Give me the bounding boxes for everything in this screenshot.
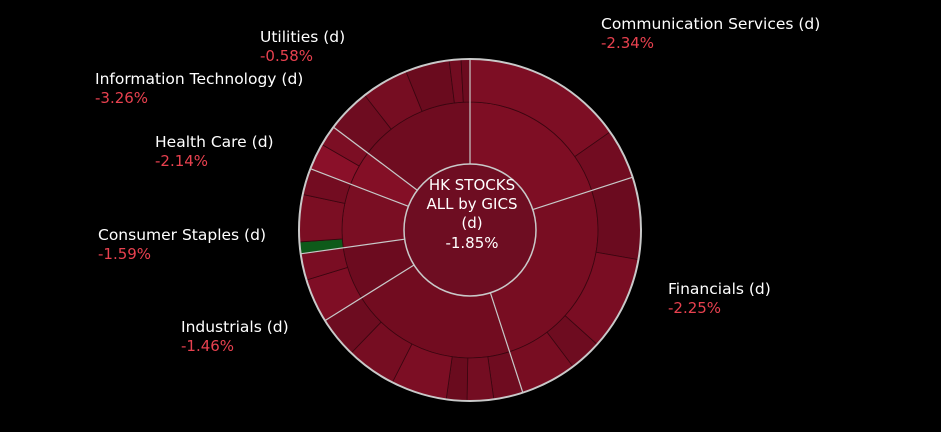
- divider-financials: [532, 176, 633, 211]
- sector-label-utilities: Utilities (d) -0.58%: [260, 28, 345, 66]
- sector-label-health-care: Health Care (d) -2.14%: [155, 133, 274, 171]
- sector-change: -1.46%: [181, 337, 235, 355]
- sector-change: -2.25%: [668, 299, 722, 317]
- sector-change: -1.59%: [98, 245, 152, 263]
- sector-change: -3.26%: [95, 89, 149, 107]
- sector-label-information-technology: Information Technology (d) -3.26%: [95, 70, 303, 108]
- sector-change: -2.34%: [601, 34, 655, 52]
- sector-change: -0.58%: [260, 47, 314, 65]
- center-title-line1: HK STOCKS: [429, 176, 515, 194]
- sector-change: -2.14%: [155, 152, 209, 170]
- divider-health-care: [300, 238, 405, 255]
- divider-utilities: [333, 126, 418, 191]
- center-value: -1.85%: [445, 234, 498, 252]
- center-title-line2: ALL by GICS: [427, 195, 518, 213]
- sector-name: Information Technology (d): [95, 70, 304, 88]
- sector-name: Utilities (d): [260, 28, 346, 46]
- divider-industrials: [489, 292, 524, 393]
- sector-outer-financials-0: [591, 176, 642, 261]
- ring-dividers: [300, 59, 633, 393]
- divider-information-technology: [310, 168, 409, 207]
- center-disc: [403, 163, 537, 297]
- sector-name: Consumer Staples (d): [98, 226, 266, 244]
- sector-label-communication-services: Communication Services (d) -2.34%: [601, 15, 820, 53]
- divider-consumer-staples: [324, 264, 415, 322]
- sector-name: Financials (d): [668, 280, 771, 298]
- outer-ring: [298, 58, 642, 402]
- sector-name: Health Care (d): [155, 133, 274, 151]
- sector-name: Industrials (d): [181, 318, 289, 336]
- sector-label-consumer-staples: Consumer Staples (d) -1.59%: [98, 226, 266, 264]
- sector-name: Communication Services (d): [601, 15, 821, 33]
- sector-label-industrials: Industrials (d) -1.46%: [181, 318, 289, 356]
- outer-circle: [298, 58, 642, 402]
- center-title-line3: (d): [461, 214, 482, 232]
- sector-label-financials: Financials (d) -2.25%: [668, 280, 771, 318]
